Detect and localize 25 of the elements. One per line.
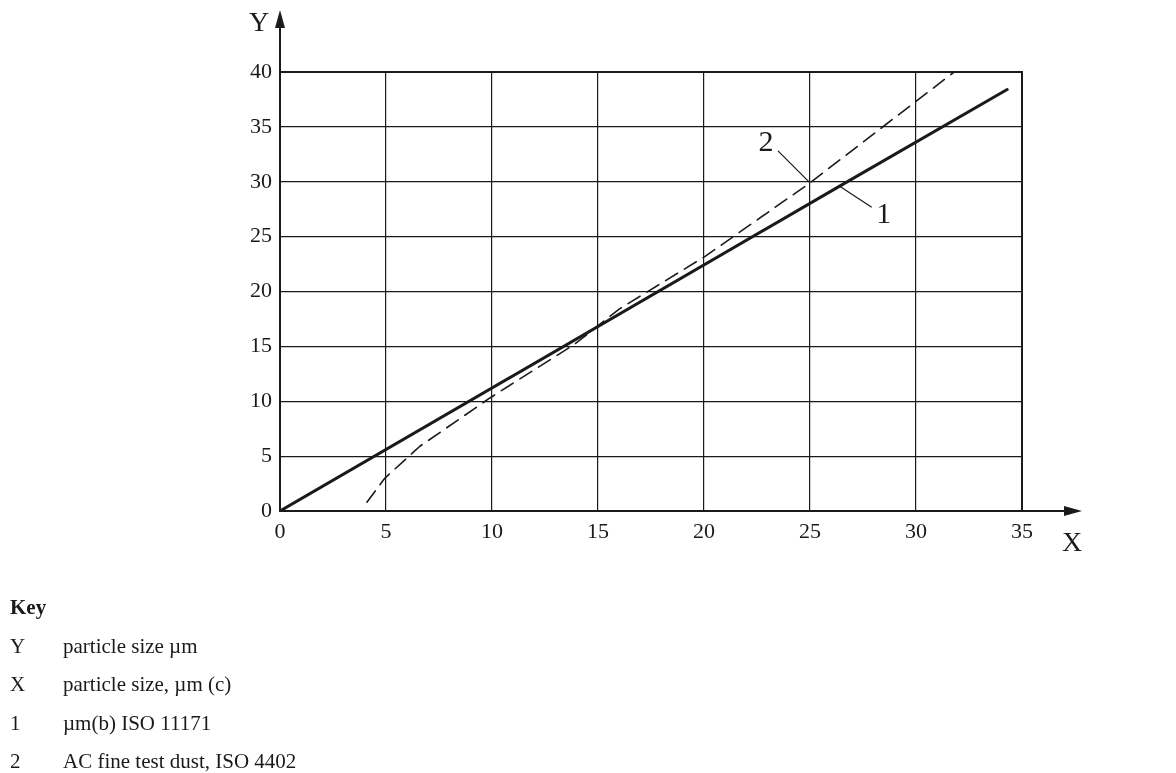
y-tick-label: 40: [250, 57, 272, 83]
x-tick-label: 35: [1011, 517, 1033, 543]
text: Key: [10, 594, 48, 621]
y-axis-title: Y: [248, 6, 270, 38]
x-tick-label: 20: [693, 517, 715, 543]
text: X particle size, µm (c): [10, 672, 232, 696]
y-tick-label: 35: [250, 112, 272, 138]
annotation: 1: [876, 196, 892, 230]
y-tick-label: 15: [250, 332, 272, 358]
text: Y particle size µm: [10, 633, 198, 658]
y-tick-label: 20: [250, 277, 272, 303]
x-tick-label: 25: [799, 517, 821, 543]
x-tick-label: 15: [587, 517, 609, 543]
x-tick-label: 30: [905, 517, 927, 543]
y-tick-label: 30: [250, 167, 272, 193]
x-tick-label: 5: [380, 517, 392, 543]
text: 1 µm(b) ISO 11171: [10, 710, 212, 735]
y-tick-label: 25: [250, 222, 272, 248]
y-tick-label: 10: [250, 387, 272, 413]
x-tick-label: 10: [481, 517, 503, 543]
x-axis-title: X: [1061, 526, 1083, 558]
annotation: 2: [758, 123, 774, 157]
text: 2 AC fine test dust, ISO 4402: [10, 749, 297, 773]
y-tick-label: 5: [261, 441, 272, 467]
y-tick-label: 0: [261, 496, 272, 522]
